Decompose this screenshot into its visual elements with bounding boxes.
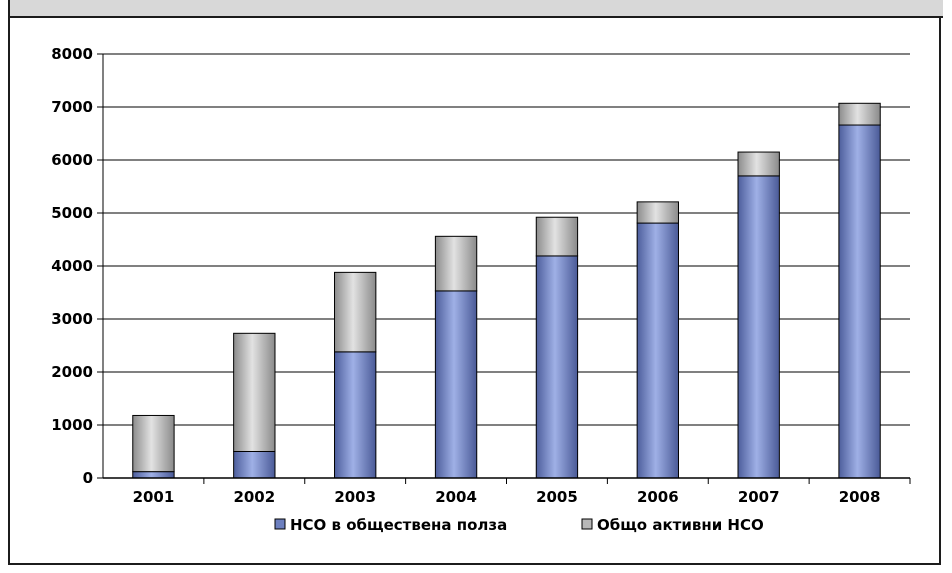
- legend-label-1: НСО в обществена полза: [290, 516, 507, 534]
- y-tick-label: 3000: [51, 310, 93, 328]
- x-tick-label-2002: 2002: [233, 488, 275, 506]
- y-tick-label: 1000: [51, 416, 93, 434]
- bar-2008-series-1: [838, 124, 881, 479]
- x-tick-label-2005: 2005: [536, 488, 578, 506]
- y-tick-label: 2000: [51, 363, 93, 381]
- bar-2008-series-2: [838, 102, 881, 126]
- x-tick-label-2003: 2003: [334, 488, 376, 506]
- legend-label-2: Общо активни НСО: [597, 516, 764, 534]
- bar-2004-series-2: [434, 235, 478, 292]
- bars: [132, 102, 881, 479]
- legend-swatch-1: [274, 518, 286, 530]
- y-tick-label: 7000: [51, 98, 93, 116]
- bar-2003-series-2: [334, 271, 377, 353]
- axes: [97, 53, 911, 484]
- y-tick-label: 8000: [51, 45, 93, 63]
- bar-2003-series-1: [334, 351, 377, 479]
- bar-2007-series-1: [737, 175, 780, 479]
- bar-2007-series-2: [737, 151, 780, 177]
- x-axis-tick-labels: 2001 2002 2003 2004 2005 2006 2007 2008: [133, 488, 881, 506]
- bar-2001-series-2: [132, 414, 175, 473]
- header-band: [10, 0, 943, 18]
- x-tick-label-2006: 2006: [637, 488, 679, 506]
- x-tick-label-2008: 2008: [839, 488, 881, 506]
- gridlines: [103, 53, 910, 426]
- bar-2001-series-1: [132, 471, 175, 479]
- bar-2005-series-2: [535, 216, 579, 257]
- bar-2006-series-1: [636, 222, 679, 479]
- x-tick-label-2001: 2001: [133, 488, 175, 506]
- y-axis-tick-labels: 0 1000 2000 3000 4000 5000 6000 7000 8000: [51, 45, 93, 487]
- y-tick-label: 5000: [51, 204, 93, 222]
- y-tick-label: 0: [83, 469, 93, 487]
- bar-2002-series-1: [233, 451, 276, 479]
- bar-2002-series-2: [233, 332, 276, 452]
- bar-2005-series-1: [535, 255, 579, 479]
- y-tick-label: 6000: [51, 151, 93, 169]
- legend: НСО в обществена полза Общо активни НСО: [274, 516, 764, 534]
- x-tick-label-2004: 2004: [435, 488, 477, 506]
- legend-swatch-2: [581, 518, 593, 530]
- y-tick-label: 4000: [51, 257, 93, 275]
- bar-2006-series-2: [636, 201, 679, 224]
- bar-2004-series-1: [434, 290, 478, 479]
- x-tick-label-2007: 2007: [738, 488, 780, 506]
